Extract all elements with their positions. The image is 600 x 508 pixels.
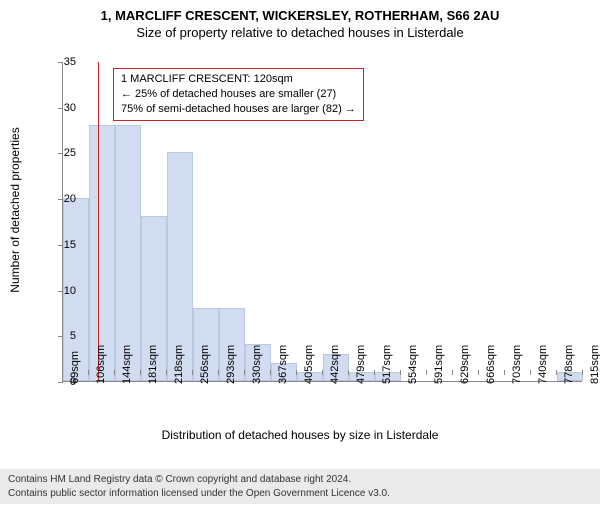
x-tick-mark bbox=[296, 370, 297, 375]
x-tick-label: 479sqm bbox=[355, 374, 367, 384]
x-tick-label: 405sqm bbox=[303, 374, 315, 384]
x-tick-label: 330sqm bbox=[251, 374, 263, 384]
y-tick-label: 15 bbox=[46, 239, 76, 251]
x-tick-label: 106sqm bbox=[95, 374, 107, 384]
x-tick-mark bbox=[270, 370, 271, 375]
y-axis-label: Number of detached properties bbox=[8, 127, 22, 292]
x-tick-mark bbox=[62, 370, 63, 375]
x-tick-mark bbox=[374, 370, 375, 375]
x-tick-label: 778sqm bbox=[563, 374, 575, 384]
x-tick-mark bbox=[426, 370, 427, 375]
x-tick-label: 293sqm bbox=[225, 374, 237, 384]
x-tick-label: 740sqm bbox=[537, 374, 549, 384]
y-tick-label: 30 bbox=[46, 102, 76, 114]
x-tick-mark bbox=[400, 370, 401, 375]
x-tick-mark bbox=[478, 370, 479, 375]
property-marker-line bbox=[98, 62, 99, 381]
x-tick-mark bbox=[582, 370, 583, 375]
x-tick-mark bbox=[218, 370, 219, 375]
x-axis-label: Distribution of detached houses by size … bbox=[0, 428, 600, 442]
x-tick-label: 554sqm bbox=[407, 374, 419, 384]
x-tick-mark bbox=[244, 370, 245, 375]
annotation-line1: 1 MARCLIFF CRESCENT: 120sqm bbox=[121, 72, 356, 87]
footer-line1: Contains HM Land Registry data © Crown c… bbox=[8, 473, 592, 487]
chart-subtitle: Size of property relative to detached ho… bbox=[0, 25, 600, 40]
x-tick-label: 517sqm bbox=[381, 374, 393, 384]
x-tick-mark bbox=[192, 370, 193, 375]
x-tick-label: 703sqm bbox=[511, 374, 523, 384]
y-tick-label: 35 bbox=[46, 56, 76, 68]
x-tick-label: 144sqm bbox=[121, 374, 133, 384]
x-tick-label: 666sqm bbox=[485, 374, 497, 384]
x-tick-label: 591sqm bbox=[433, 374, 445, 384]
x-tick-mark bbox=[114, 370, 115, 375]
plot-area: 1 MARCLIFF CRESCENT: 120sqm ← 25% of det… bbox=[62, 62, 582, 382]
y-tick-label: 20 bbox=[46, 193, 76, 205]
x-tick-label: 218sqm bbox=[173, 374, 185, 384]
x-tick-mark bbox=[556, 370, 557, 375]
y-tick-label: 5 bbox=[46, 330, 76, 342]
footer-line2: Contains public sector information licen… bbox=[8, 487, 592, 501]
x-tick-mark bbox=[348, 370, 349, 375]
x-tick-mark bbox=[140, 370, 141, 375]
footer-attribution: Contains HM Land Registry data © Crown c… bbox=[0, 469, 600, 504]
x-tick-label: 442sqm bbox=[329, 374, 341, 384]
annotation-box: 1 MARCLIFF CRESCENT: 120sqm ← 25% of det… bbox=[113, 68, 364, 121]
histogram-bar bbox=[89, 125, 115, 381]
x-tick-mark bbox=[166, 370, 167, 375]
y-tick-label: 10 bbox=[46, 285, 76, 297]
y-tick-label: 25 bbox=[46, 147, 76, 159]
x-tick-mark bbox=[88, 370, 89, 375]
chart-container: Number of detached properties 1 MARCLIFF… bbox=[0, 50, 600, 430]
x-tick-label: 181sqm bbox=[147, 374, 159, 384]
histogram-bar bbox=[115, 125, 141, 381]
chart-title-address: 1, MARCLIFF CRESCENT, WICKERSLEY, ROTHER… bbox=[0, 8, 600, 23]
x-tick-mark bbox=[504, 370, 505, 375]
x-tick-label: 367sqm bbox=[277, 374, 289, 384]
x-tick-label: 256sqm bbox=[199, 374, 211, 384]
x-tick-label: 629sqm bbox=[459, 374, 471, 384]
x-tick-label: 69sqm bbox=[69, 374, 81, 384]
x-tick-mark bbox=[452, 370, 453, 375]
x-tick-mark bbox=[530, 370, 531, 375]
annotation-line3: 75% of semi-detached houses are larger (… bbox=[121, 102, 356, 117]
annotation-line2: ← 25% of detached houses are smaller (27… bbox=[121, 87, 356, 102]
x-tick-label: 815sqm bbox=[589, 374, 600, 384]
x-tick-mark bbox=[322, 370, 323, 375]
